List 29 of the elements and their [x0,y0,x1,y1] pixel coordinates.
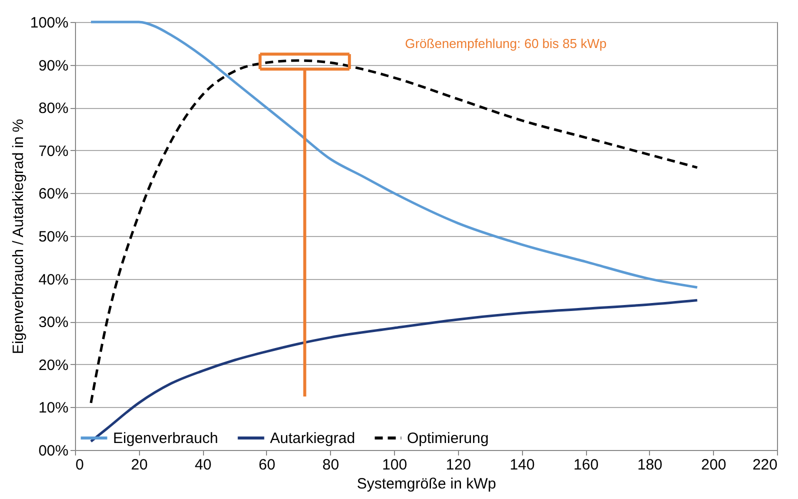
legend-label: Autarkiegrad [270,430,356,447]
x-tick-label: 180 [637,456,662,474]
y-tick-label: 50% [38,228,68,246]
y-tick-label: 00% [38,442,68,460]
annotation: Größenempfehlung: 60 bis 85 kWp [405,36,607,51]
x-axis-title: Systemgröße in kWp [356,476,496,492]
y-axis-title: Eigenverbrauch / Autarkiegrad in % [10,118,28,354]
y-tick-label: 10% [38,400,68,417]
y-tick-label: 30% [38,314,68,332]
y-tick-label: 90% [38,57,68,74]
legend-label: Eigenverbrauch [113,430,218,447]
x-tick-label: 0 [76,456,84,474]
x-tick-label: 220 [752,456,778,474]
y-tick-label: 70% [38,142,68,160]
y-tick-label: 40% [38,271,68,288]
x-tick-label: 200 [701,456,726,474]
x-tick-label: 140 [510,456,535,474]
x-tick-label: 120 [446,456,471,474]
y-tick-label: 80% [38,100,68,118]
x-tick-label: 60 [258,456,276,474]
y-tick-label: 60% [38,186,68,203]
x-tick-label: 100 [382,456,408,474]
legend-label: Optimierung [407,430,489,447]
y-tick-label: 100% [30,14,68,32]
x-tick-label: 20 [130,456,148,474]
x-tick-label: 160 [574,456,599,474]
y-tick-label: 20% [38,356,68,374]
x-tick-label: 80 [322,456,340,474]
x-tick-label: 40 [194,456,212,474]
